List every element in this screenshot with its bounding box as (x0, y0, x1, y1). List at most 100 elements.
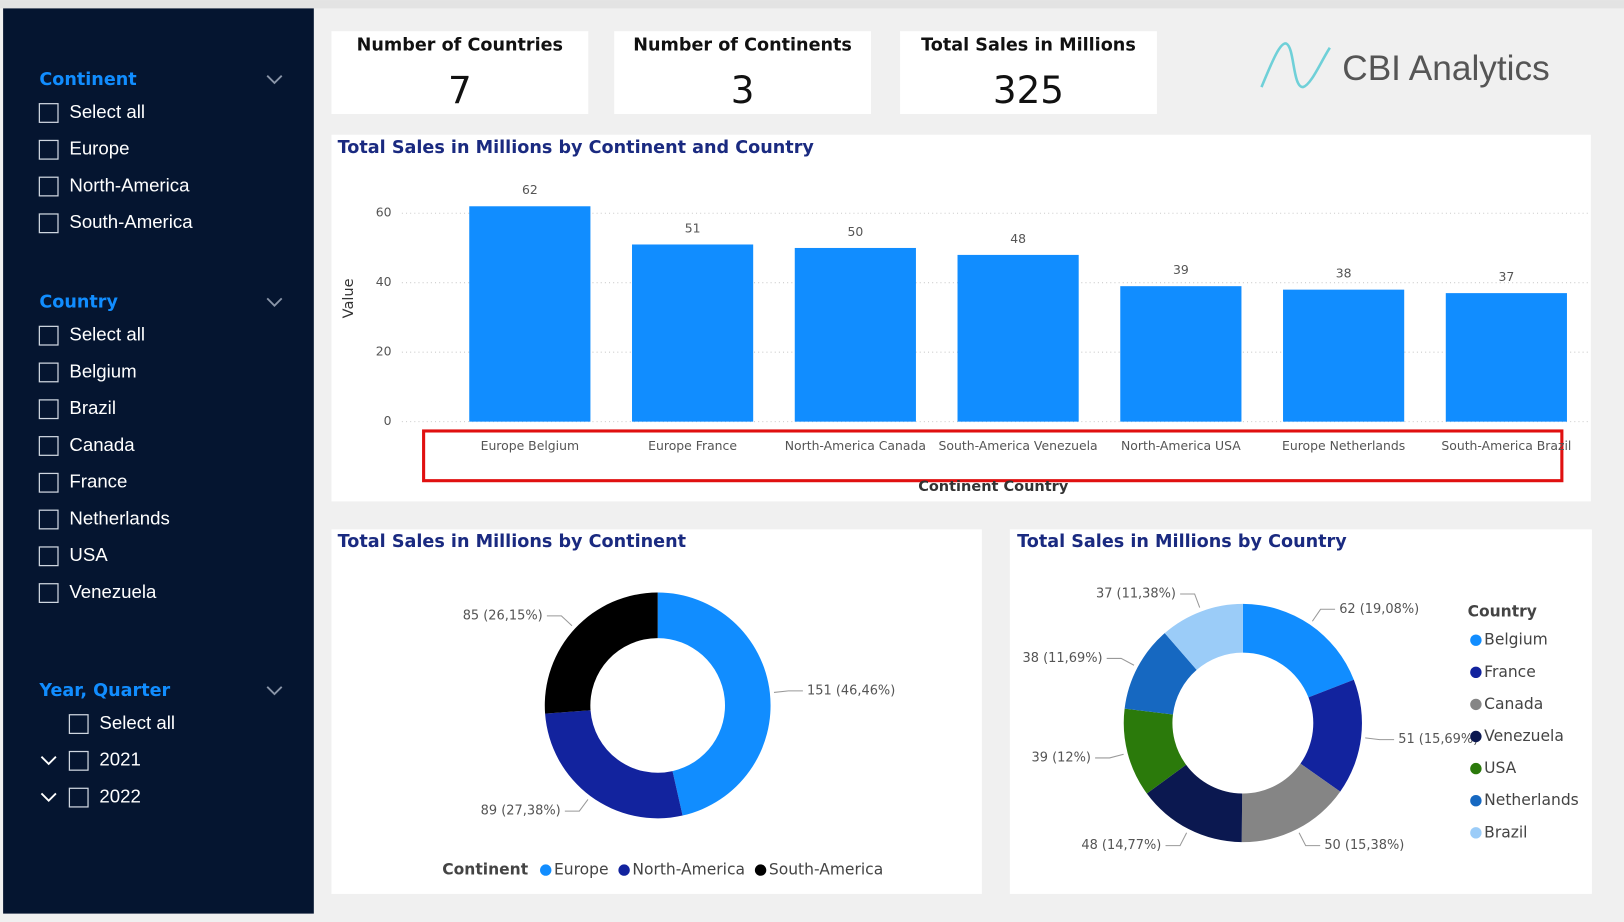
card-label: Number of Continents (633, 36, 852, 56)
data-label: 38 (1336, 266, 1352, 281)
checkbox[interactable] (38, 176, 59, 197)
legend-item: Venezuela (1484, 727, 1564, 745)
bar (1283, 289, 1405, 422)
leader-line (1365, 737, 1395, 741)
checkbox[interactable] (38, 325, 59, 346)
legend-dot (1470, 795, 1482, 807)
card (614, 31, 872, 115)
x-axis-label: Continent Country (918, 479, 1069, 495)
bar (1120, 286, 1242, 422)
checkbox[interactable] (38, 103, 59, 123)
donut-panel (1009, 529, 1592, 894)
checkbox[interactable] (38, 546, 59, 567)
card (900, 31, 1157, 115)
bar (794, 247, 916, 422)
logo-text: CBI Analytics (1342, 49, 1549, 88)
legend-item: South-America (769, 861, 883, 879)
legend-item: Netherlands (1484, 791, 1579, 809)
data-label: 48 (14,77%) (1081, 838, 1161, 853)
y-tick-label: 0 (384, 413, 392, 428)
card-value: 7 (448, 68, 472, 112)
legend-item: USA (1484, 759, 1516, 777)
slicer-toggle (266, 686, 283, 696)
checkbox[interactable] (38, 583, 59, 603)
slicer-toggle (266, 297, 283, 307)
bar (957, 254, 1079, 422)
card-value: 325 (993, 68, 1064, 112)
checkbox[interactable] (38, 472, 59, 493)
data-label: 48 (1010, 231, 1026, 246)
x-tick-label: Europe Netherlands (1282, 438, 1405, 453)
donut-slice (1124, 633, 1197, 715)
card (331, 31, 589, 115)
y-tick-label: 20 (376, 344, 392, 359)
donut-slice (657, 592, 771, 816)
data-label: 151 (46,46%) (807, 683, 895, 698)
donut-slice (1146, 764, 1243, 843)
slicer-item: Canada (69, 434, 135, 455)
checkbox[interactable] (38, 399, 59, 420)
data-label: 51 (15,69%) (1398, 732, 1478, 747)
x-tick-label: North-America USA (1121, 438, 1241, 453)
card-label: Number of Countries (357, 36, 563, 56)
checkbox[interactable] (38, 139, 59, 160)
bar (632, 244, 754, 422)
chart-title: Total Sales in Millions by Country (1017, 532, 1347, 552)
slicer-item: USA (69, 544, 108, 565)
slicer-item: Select all (69, 324, 145, 345)
checkbox[interactable] (38, 436, 59, 456)
legend-dot (1470, 666, 1482, 678)
expand-chevron[interactable] (40, 756, 57, 766)
highlight-box (422, 429, 1564, 483)
donut-slice (1123, 708, 1187, 794)
x-tick-label: Europe Belgium (481, 438, 579, 453)
data-label: 51 (685, 220, 701, 235)
data-label: 62 (19,08%) (1339, 602, 1419, 617)
leader-line (1106, 657, 1135, 666)
checkbox[interactable] (38, 362, 59, 383)
checkbox[interactable] (38, 213, 59, 234)
data-label: 89 (27,38%) (481, 804, 561, 819)
slicer-item: South-America (69, 211, 193, 232)
legend-dot (1470, 634, 1482, 646)
legend-dot (754, 864, 767, 876)
data-label: 38 (11,69%) (1023, 651, 1103, 666)
data-label: 50 (15,38%) (1324, 838, 1404, 853)
chart-title: Total Sales in Millions by Continent (338, 532, 686, 552)
legend-dot (618, 864, 630, 876)
legend-dot (1470, 698, 1482, 711)
data-label: 39 (12%) (1032, 750, 1091, 765)
ribbon-edge (0, 0, 1624, 9)
legend-title: Continent (442, 861, 528, 879)
logo-mark (1260, 42, 1331, 89)
data-label: 62 (522, 182, 538, 197)
leader-line (1180, 593, 1201, 608)
x-tick-label: North-America Canada (785, 438, 926, 453)
data-label: 85 (26,15%) (463, 608, 543, 623)
checkbox[interactable] (68, 787, 89, 808)
donut-panel (331, 529, 982, 894)
x-tick-label: South-America Brazil (1441, 438, 1571, 453)
card-value: 3 (731, 68, 755, 112)
leader-line (1165, 832, 1188, 847)
y-tick-label: 60 (376, 205, 392, 220)
y-axis-label: Value (341, 278, 357, 318)
checkbox[interactable] (38, 509, 59, 530)
legend-item: Europe (554, 861, 609, 879)
slicer-title: Year, Quarter (38, 681, 170, 701)
donut-slice (1164, 603, 1243, 670)
donut-slice (545, 710, 683, 819)
y-tick-label: 40 (376, 274, 392, 289)
slicer-title: Country (39, 293, 118, 313)
checkbox[interactable] (68, 714, 89, 735)
expand-chevron[interactable] (40, 792, 57, 803)
checkbox[interactable] (68, 750, 89, 771)
slicer-item: Netherlands (69, 507, 169, 528)
slicer-item: North-America (69, 174, 190, 195)
donut-slice (544, 592, 658, 714)
legend-item: Brazil (1484, 823, 1527, 841)
slicer-item: Brazil (69, 397, 116, 418)
legend-item: Canada (1484, 695, 1543, 713)
legend-title: Country (1468, 603, 1537, 621)
data-label: 39 (1173, 262, 1189, 277)
